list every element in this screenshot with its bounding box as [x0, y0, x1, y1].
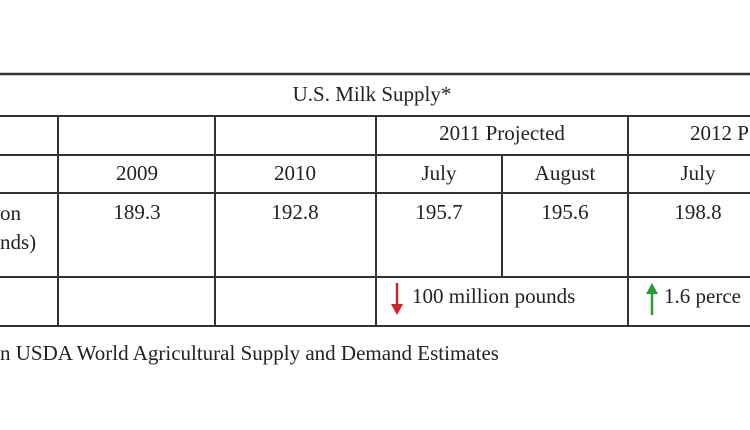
table-title: U.S. Milk Supply* [293, 82, 452, 106]
cell-value: 189.3 [113, 200, 160, 224]
cell-value: 195.6 [541, 200, 588, 224]
row-label: on [0, 201, 22, 225]
up-arrow [646, 283, 658, 315]
group-header: 2012 P [690, 121, 749, 145]
column-header: July [680, 161, 716, 185]
cell-value: 192.8 [271, 200, 318, 224]
table-grid [0, 72, 750, 327]
down-arrow [391, 283, 403, 315]
cell-value: 198.8 [674, 200, 721, 224]
row-label: nds) [0, 230, 36, 254]
column-header: 2010 [274, 161, 316, 185]
group-header: 2011 Projected [439, 121, 565, 145]
change-text: 100 million pounds [412, 284, 575, 308]
column-header: 2009 [116, 161, 158, 185]
column-header: July [421, 161, 457, 185]
column-header: August [535, 161, 596, 185]
footnote: n USDA World Agricultural Supply and Dem… [0, 341, 499, 365]
cell-value: 195.7 [415, 200, 462, 224]
change-text: 1.6 perce [664, 284, 741, 308]
